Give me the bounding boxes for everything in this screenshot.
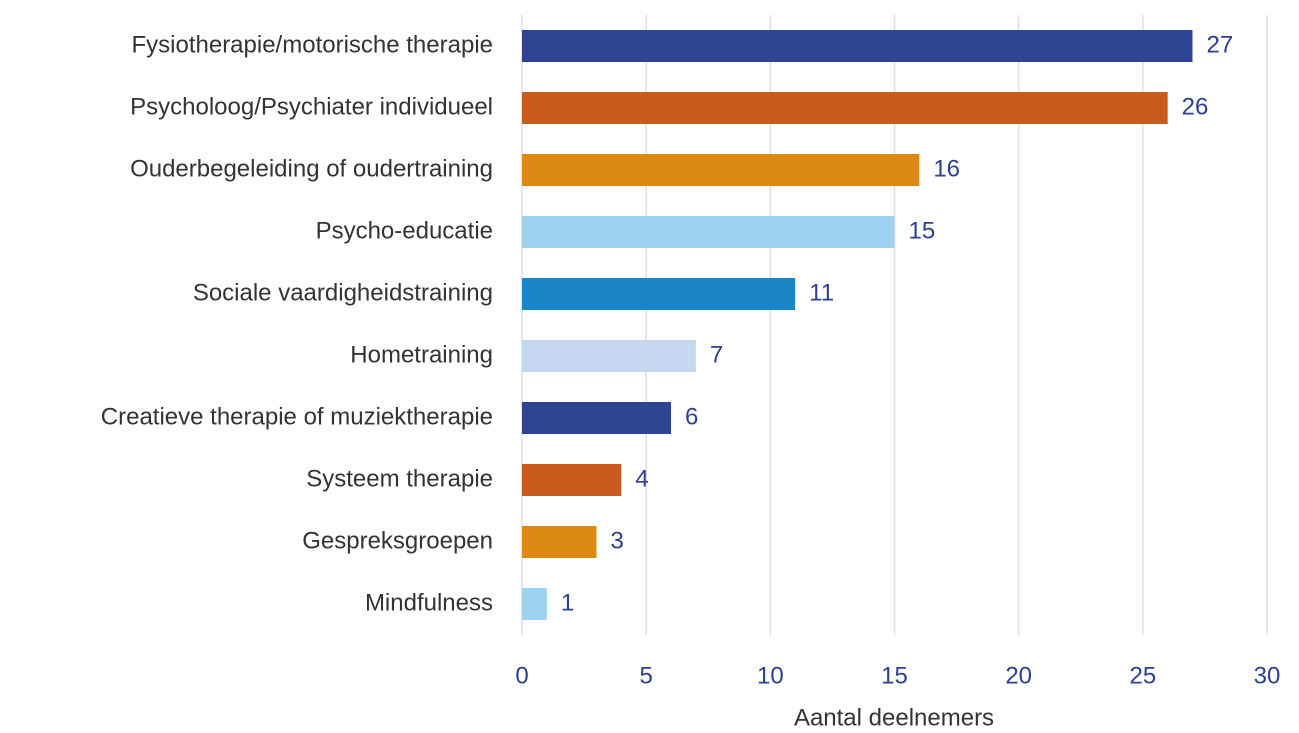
data-label: 1 <box>561 589 574 616</box>
y-tick-label: Psycho-educatie <box>316 217 493 244</box>
bar <box>522 216 895 248</box>
y-tick-label: Sociale vaardigheidstraining <box>193 279 493 306</box>
bar <box>522 340 696 372</box>
data-label: 27 <box>1207 31 1234 58</box>
y-tick-label: Creatieve therapie of muziektherapie <box>101 403 493 430</box>
data-label: 16 <box>933 155 960 182</box>
x-tick-label: 25 <box>1129 662 1156 689</box>
x-tick-label: 30 <box>1254 662 1281 689</box>
data-label: 6 <box>685 403 698 430</box>
x-tick-label: 20 <box>1005 662 1032 689</box>
data-label: 26 <box>1182 93 1209 120</box>
bar <box>522 154 920 186</box>
y-tick-label: Systeem therapie <box>306 465 493 492</box>
x-tick-label: 5 <box>639 662 652 689</box>
x-axis-label: Aantal deelnemers <box>794 704 994 731</box>
y-tick-label: Gespreksgroepen <box>302 527 493 554</box>
bar <box>522 526 597 558</box>
x-tick-label: 10 <box>757 662 784 689</box>
data-label: 4 <box>635 465 648 492</box>
data-label: 15 <box>909 217 936 244</box>
y-tick-label: Psycholoog/Psychiater individueel <box>130 93 493 120</box>
data-label: 7 <box>710 341 723 368</box>
data-label: 11 <box>809 279 834 306</box>
x-tick-label: 15 <box>881 662 908 689</box>
y-tick-label: Hometraining <box>350 341 493 368</box>
y-tick-label: Fysiotherapie/motorische therapie <box>131 31 493 58</box>
bar <box>522 30 1193 62</box>
data-label: 3 <box>611 527 624 554</box>
bar <box>522 92 1168 124</box>
x-tick-label: 0 <box>515 662 528 689</box>
bar <box>522 402 671 434</box>
bar <box>522 588 547 620</box>
y-tick-label: Mindfulness <box>365 589 493 616</box>
bar <box>522 464 622 496</box>
y-tick-label: Ouderbegeleiding of oudertraining <box>130 155 493 182</box>
bar <box>522 278 796 310</box>
